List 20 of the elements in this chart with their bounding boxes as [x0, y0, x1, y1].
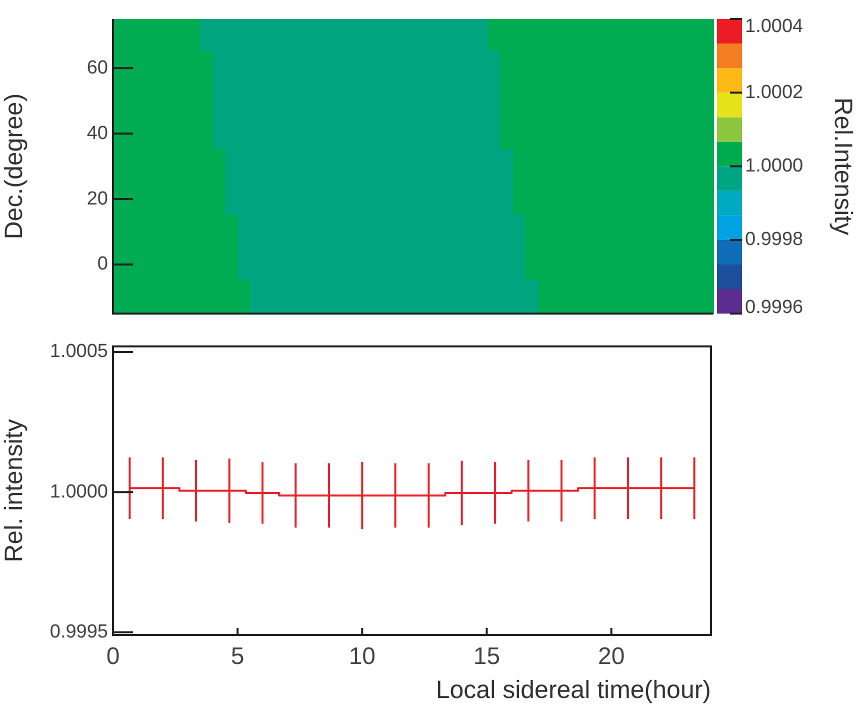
color-bar-label: 1.0002 [745, 82, 804, 103]
y-tick-label: 60 [86, 57, 108, 78]
y-tick-label: 1.0005 [50, 341, 108, 362]
x-axis-title: Local sidereal time(hour) [436, 676, 711, 704]
y-tick-label: 40 [86, 122, 108, 144]
y-axis-title: Rel. intensity [0, 418, 28, 562]
y-tick-label: 20 [86, 188, 108, 210]
x-tick-label: 5 [230, 643, 244, 670]
color-bar-label: 0.9996 [745, 296, 804, 318]
color-bar-label: 1.0000 [745, 156, 804, 177]
x-tick-label: 15 [473, 643, 500, 670]
color-bar-title: Rel.Intensity [829, 98, 858, 236]
color-bar-label: 0.9998 [745, 229, 804, 250]
y-tick-label: 0.9995 [50, 621, 108, 642]
y-tick-label: 1.0000 [50, 481, 108, 502]
color-bar-label: 1.0004 [745, 16, 804, 38]
y-axis-title: Dec.(degree) [0, 93, 28, 240]
x-tick-label: 10 [348, 643, 376, 670]
x-tick-label: 20 [598, 643, 625, 670]
y-tick-label: 0 [97, 254, 108, 275]
